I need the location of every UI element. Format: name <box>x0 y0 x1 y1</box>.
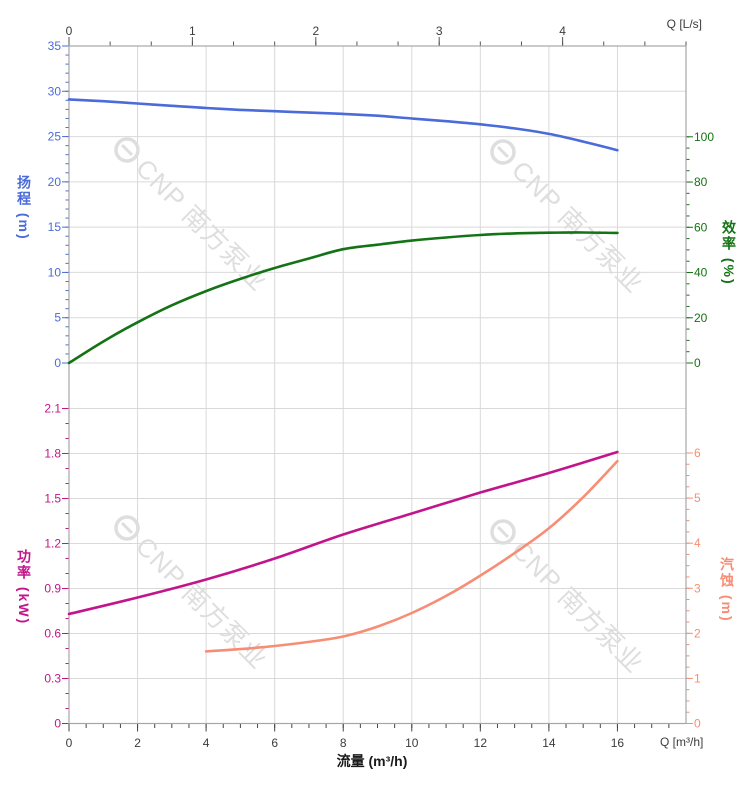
bottom-axis-unit-label: Q [m³/h] <box>660 735 704 749</box>
svg-text:0: 0 <box>54 717 61 731</box>
svg-text:25: 25 <box>48 130 62 144</box>
svg-text:0.9: 0.9 <box>44 582 61 596</box>
svg-text:6: 6 <box>694 446 701 460</box>
svg-text:80: 80 <box>694 175 708 189</box>
head-curve <box>67 98 619 152</box>
top-axis-unit-label: Q [L/s] <box>666 17 702 31</box>
npsh-axis-title: 汽蚀 (m) <box>719 557 735 623</box>
svg-text:2: 2 <box>134 736 141 750</box>
cnp-logo-icon <box>490 519 516 545</box>
plot-border <box>68 45 687 725</box>
svg-text:20: 20 <box>48 175 62 189</box>
svg-text:10: 10 <box>405 736 419 750</box>
svg-text:1.5: 1.5 <box>44 492 61 506</box>
watermark: CNP 南方泵业 <box>490 519 650 679</box>
svg-text:1: 1 <box>694 671 701 685</box>
power-axis-ticks: 2.1 1.8 1.5 1.2 0.9 0.6 0.3 0 <box>44 402 69 731</box>
svg-text:0: 0 <box>694 356 701 370</box>
flow-axis-title: 流量 (m³/h) <box>336 753 408 769</box>
svg-text:0: 0 <box>694 717 701 731</box>
svg-text:3: 3 <box>694 581 701 595</box>
svg-text:0: 0 <box>66 24 73 38</box>
svg-text:14: 14 <box>542 736 556 750</box>
svg-text:35: 35 <box>48 39 62 53</box>
efficiency-axis-ticks: 100 80 60 40 20 0 <box>686 130 714 370</box>
svg-text:4: 4 <box>559 24 566 38</box>
watermark-text: CNP 南方泵业 <box>506 535 650 679</box>
svg-text:0.3: 0.3 <box>44 672 61 686</box>
svg-text:1: 1 <box>189 24 196 38</box>
svg-text:3: 3 <box>436 24 443 38</box>
head-axis-title: 扬程 (m) <box>16 175 32 241</box>
watermark: CNP 南方泵业 <box>114 515 274 675</box>
power-curve <box>67 450 619 616</box>
svg-text:15: 15 <box>48 220 62 234</box>
svg-text:30: 30 <box>48 84 62 98</box>
svg-text:0: 0 <box>66 736 73 750</box>
svg-text:2: 2 <box>694 626 701 640</box>
svg-text:60: 60 <box>694 220 708 234</box>
svg-text:100: 100 <box>694 130 714 144</box>
svg-text:2: 2 <box>312 24 319 38</box>
svg-text:10: 10 <box>48 265 62 279</box>
svg-text:16: 16 <box>611 736 625 750</box>
svg-text:0.6: 0.6 <box>44 627 61 641</box>
svg-text:5: 5 <box>694 491 701 505</box>
svg-text:1.2: 1.2 <box>44 537 61 551</box>
watermark: CNP 南方泵业 <box>490 139 650 299</box>
bottom-axis-ticks: 0 2 4 6 8 10 12 14 16 <box>66 723 670 750</box>
svg-text:6: 6 <box>271 736 278 750</box>
curves <box>67 98 619 653</box>
svg-text:40: 40 <box>694 266 708 280</box>
svg-text:1.8: 1.8 <box>44 447 61 461</box>
svg-text:2.1: 2.1 <box>44 402 61 416</box>
npsh-axis-ticks: 6 5 4 3 2 1 0 <box>686 446 701 731</box>
svg-text:0: 0 <box>54 356 61 370</box>
svg-text:4: 4 <box>694 536 701 550</box>
svg-text:12: 12 <box>474 736 488 750</box>
svg-text:8: 8 <box>340 736 347 750</box>
svg-text:20: 20 <box>694 311 708 325</box>
top-axis-ticks: 0 1 2 3 4 <box>66 24 687 46</box>
power-axis-title: 功率 (kW) <box>16 549 32 626</box>
svg-text:4: 4 <box>203 736 210 750</box>
svg-text:5: 5 <box>54 311 61 325</box>
cnp-logo-icon <box>490 139 516 165</box>
cnp-logo-icon <box>114 515 140 541</box>
efficiency-axis-title: 效率 (%) <box>721 220 737 286</box>
efficiency-curve <box>67 231 619 365</box>
head-axis-ticks: 35 30 25 20 15 10 5 0 <box>48 39 69 370</box>
cnp-logo-icon <box>114 137 140 163</box>
watermark-text: CNP 南方泵业 <box>130 531 274 675</box>
npsh-curve <box>204 459 619 653</box>
